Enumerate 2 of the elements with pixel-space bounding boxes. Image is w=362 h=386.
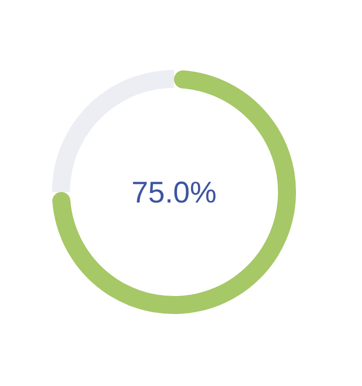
donut-slice xyxy=(52,70,296,314)
text: 75.0% xyxy=(131,176,217,210)
